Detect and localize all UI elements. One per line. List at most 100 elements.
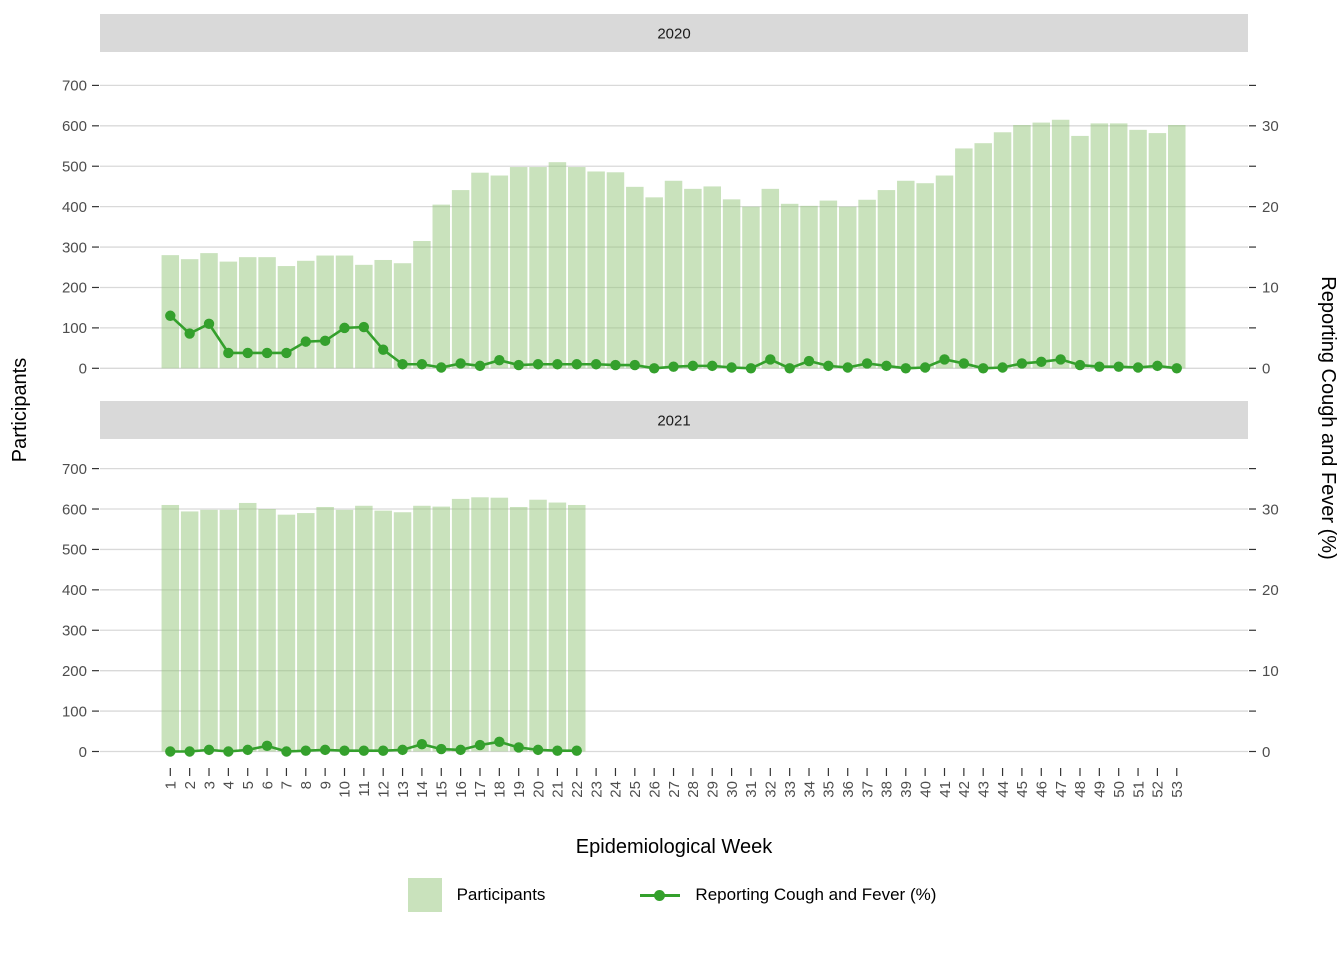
bar-week-33	[780, 203, 799, 369]
right-tick-label: 10	[1262, 663, 1279, 680]
bar-week-12	[374, 510, 392, 752]
left-tick-label: 200	[62, 663, 87, 680]
bar-week-4	[219, 261, 238, 369]
bar-week-11	[355, 264, 373, 369]
pct-point-week-16	[455, 358, 466, 369]
legend-item-participants: Participants	[407, 878, 546, 912]
pct-point-week-15	[436, 362, 447, 373]
pct-point-week-21	[552, 359, 563, 370]
bar-week-14	[413, 240, 431, 369]
x-tick-label-week-40: 40	[917, 781, 934, 798]
x-tick-label-week-51: 51	[1130, 781, 1147, 798]
pct-point-week-47	[1055, 354, 1066, 365]
bar-week-12	[374, 259, 392, 369]
bar-week-25	[626, 186, 644, 369]
pct-point-week-12	[378, 745, 389, 756]
pct-point-week-29	[707, 360, 718, 372]
x-tick-label-week-17: 17	[472, 781, 489, 798]
bar-week-21	[548, 162, 567, 369]
pct-point-week-4	[223, 347, 234, 359]
left-tick-label: 700	[62, 78, 87, 95]
pct-point-week-6	[261, 740, 273, 752]
x-tick-label-week-6: 6	[259, 781, 276, 789]
panel-2021: 0 100 200 300 400 500 600 700 0 10 20 30	[62, 461, 1279, 761]
left-tick-label: 400	[62, 199, 87, 216]
bar-week-18	[490, 175, 509, 369]
pct-point-week-41	[939, 354, 950, 365]
pct-point-week-2	[184, 746, 195, 757]
x-tick-label-week-20: 20	[530, 781, 547, 798]
bar-week-15	[432, 506, 451, 752]
x-axis-title: Epidemiological Week	[576, 836, 773, 858]
x-tick-label-week-1: 1	[163, 781, 180, 789]
bar-week-9	[316, 255, 334, 369]
pct-point-week-18	[494, 736, 505, 748]
x-tick-label-week-27: 27	[666, 781, 683, 798]
bar-week-21	[548, 502, 567, 752]
x-tick-label-week-33: 33	[782, 781, 799, 798]
bar-week-42	[955, 148, 973, 369]
x-tick-label-week-34: 34	[801, 781, 818, 798]
x-tick-label-week-28: 28	[685, 781, 702, 798]
x-tick-label-week-43: 43	[975, 781, 992, 798]
pct-point-week-38	[881, 360, 892, 372]
left-tick-label: 500	[62, 158, 87, 175]
bar-week-44	[993, 132, 1012, 369]
pct-point-week-28	[687, 360, 699, 372]
pct-point-week-33	[784, 363, 795, 374]
pct-point-week-12	[378, 344, 389, 355]
bar-week-6	[258, 257, 276, 369]
pct-point-week-34	[803, 355, 815, 367]
bar-week-32	[761, 188, 780, 369]
bar-week-8	[297, 260, 315, 369]
x-tick-label-week-4: 4	[221, 781, 238, 789]
facet-strip-2020-label: 2020	[657, 26, 690, 43]
x-tick-label-week-15: 15	[434, 781, 451, 798]
bar-week-53	[1168, 125, 1186, 369]
pct-point-week-44	[997, 362, 1008, 373]
pct-point-week-4	[223, 746, 234, 757]
pct-point-week-35	[823, 360, 834, 372]
pct-point-week-51	[1132, 362, 1144, 373]
facet-strip-2021-label: 2021	[657, 413, 690, 430]
pct-point-week-32	[765, 354, 776, 365]
pct-point-week-3	[203, 318, 215, 330]
bar-week-29	[703, 186, 721, 369]
bar-week-26	[645, 197, 663, 369]
pct-point-week-1	[165, 310, 176, 321]
bar-week-3	[200, 509, 218, 752]
x-tick-label-week-2: 2	[182, 781, 199, 789]
bar-week-2	[180, 511, 199, 752]
left-tick-label: 600	[62, 501, 87, 518]
x-tick-label-week-42: 42	[956, 781, 973, 798]
x-tick-label-week-32: 32	[763, 781, 780, 798]
bar-week-13	[393, 512, 412, 752]
legend-item-cough-fever: Reporting Cough and Fever (%)	[640, 878, 936, 912]
bar-week-51	[1129, 129, 1147, 369]
bar-week-45	[1013, 125, 1031, 369]
y-left-axis-title: Participants	[9, 358, 31, 463]
x-tick-label-week-47: 47	[1053, 781, 1070, 798]
x-tick-label-week-41: 41	[937, 781, 954, 798]
right-tick-label: 0	[1262, 744, 1270, 761]
pct-point-week-46	[1036, 356, 1047, 368]
bar-week-22	[568, 504, 586, 752]
legend-participants-label: Participants	[456, 885, 546, 904]
bar-week-28	[684, 188, 702, 369]
bar-week-11	[355, 505, 373, 752]
panel-2020: 0 100 200 300 400 500 600 700 0 10 20 30	[62, 78, 1279, 378]
right-tick-label: 20	[1262, 199, 1279, 216]
bar-week-47	[1051, 119, 1070, 369]
pct-point-week-40	[919, 362, 931, 373]
bar-week-13	[393, 263, 412, 369]
bar-week-38	[877, 190, 896, 369]
x-tick-label-week-9: 9	[317, 781, 334, 789]
pct-point-week-18	[494, 355, 505, 366]
x-tick-label-week-45: 45	[1014, 781, 1031, 798]
legend: Participants Reporting Cough and Fever (…	[0, 878, 1344, 912]
x-tick-label-week-23: 23	[588, 781, 605, 798]
x-tick-label-week-44: 44	[995, 781, 1012, 798]
x-tick-label-week-53: 53	[1169, 781, 1186, 798]
bar-week-22	[568, 167, 586, 369]
pct-point-week-22	[571, 745, 582, 756]
